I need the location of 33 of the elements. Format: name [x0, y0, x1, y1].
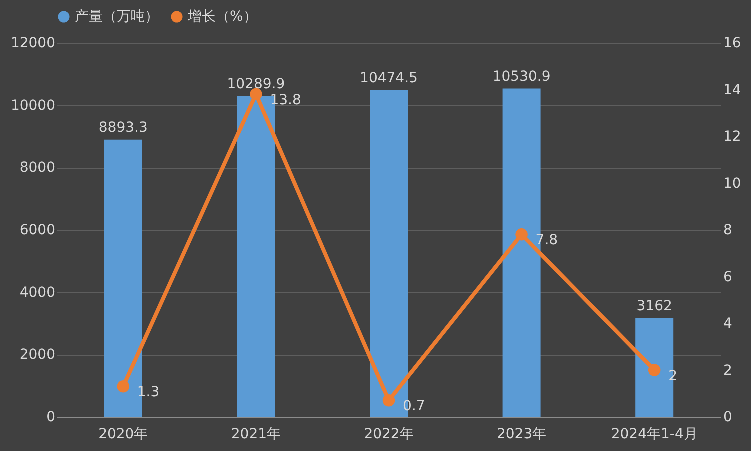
data-label: 10530.9: [492, 68, 551, 85]
x-tick-label: 2020年: [98, 426, 148, 442]
y-tick-label: 2000: [20, 347, 56, 364]
x-tick-label: 2023年: [496, 426, 547, 442]
y2-tick-label: 10: [724, 176, 742, 192]
point: [117, 380, 130, 393]
data-label: 8893.3: [98, 120, 148, 136]
y-tick-label: 12000: [10, 36, 56, 52]
y2-tick-label: 16: [724, 36, 742, 52]
point: [250, 88, 262, 101]
y-tick-label: 0: [46, 410, 56, 426]
data-label: 3162: [636, 298, 672, 314]
y2-tick-label: 6: [724, 269, 732, 286]
y-tick-label: 6000: [20, 222, 56, 238]
y2-tick-label: 12: [724, 129, 742, 145]
x-tick-label: 2021年: [231, 426, 282, 442]
legend-label: 增长（%）: [187, 9, 258, 25]
point: [648, 364, 661, 376]
legend-label: 产量（万吨）: [75, 9, 159, 25]
x-tick-label: 2022年: [364, 426, 414, 442]
point: [382, 394, 396, 407]
y-tick-label: 4000: [20, 284, 56, 301]
data-label: 10474.5: [360, 70, 418, 87]
y2-tick-label: 8: [724, 222, 732, 238]
y2-tick-label: 14: [724, 82, 742, 98]
y2-tick-label: 2: [724, 362, 732, 379]
y2-tick-label: 0: [724, 410, 732, 426]
y2-tick-label: 4: [724, 316, 732, 332]
y-tick-label: 10000: [10, 98, 56, 114]
x-tick-label: 2024年1-4月: [611, 426, 698, 442]
point: [516, 228, 528, 241]
data-label: 10289.9: [227, 76, 286, 92]
y-tick-label: 8000: [20, 160, 56, 176]
